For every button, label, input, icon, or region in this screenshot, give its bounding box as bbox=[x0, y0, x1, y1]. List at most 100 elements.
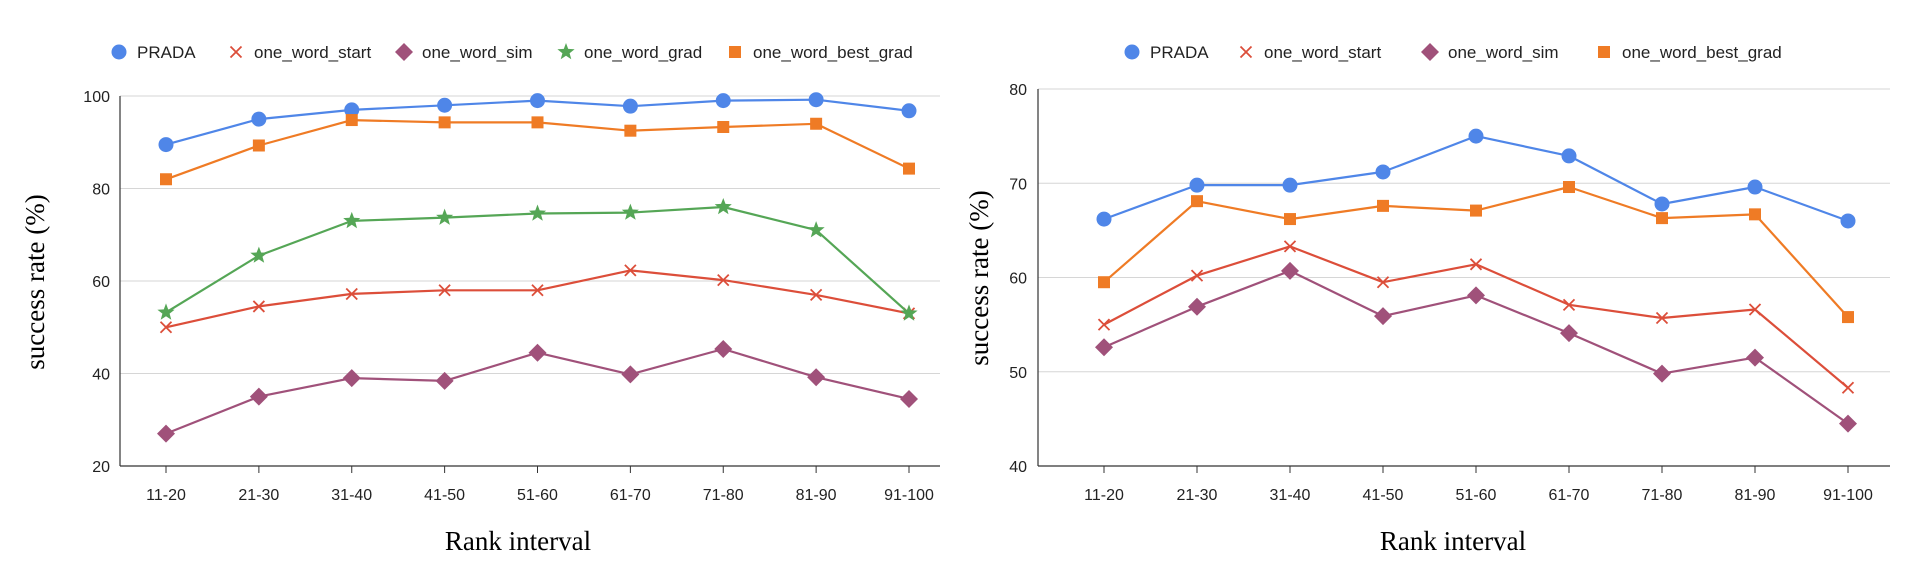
data-point bbox=[1281, 261, 1299, 280]
legend-label: one_word_grad bbox=[584, 43, 702, 62]
legend-marker bbox=[1598, 46, 1610, 58]
x-tick-label: 71-80 bbox=[703, 487, 744, 504]
data-point bbox=[1096, 211, 1112, 227]
series-line bbox=[165, 269, 910, 329]
data-point bbox=[345, 287, 358, 301]
legend-marker bbox=[729, 46, 741, 58]
legend-label: one_word_sim bbox=[422, 43, 533, 62]
legend: PRADA one_word_start one_word_sim one_word_… bbox=[1124, 43, 1782, 62]
data-point bbox=[438, 284, 451, 297]
data-point bbox=[717, 273, 730, 287]
series-one-word-sim bbox=[157, 339, 918, 443]
data-point bbox=[624, 124, 637, 137]
legend-item: one_word_sim bbox=[1421, 43, 1559, 62]
legend-label: PRADA bbox=[137, 43, 196, 62]
data-point bbox=[252, 300, 266, 313]
y-tick-label: 80 bbox=[1009, 82, 1027, 99]
x-tick-label: 21-30 bbox=[1177, 487, 1218, 504]
data-point bbox=[343, 211, 361, 229]
y-tick-label: 20 bbox=[92, 459, 110, 476]
data-point bbox=[714, 198, 732, 215]
data-point bbox=[1562, 298, 1576, 311]
y-tick-label: 60 bbox=[92, 274, 110, 291]
y-tick-label: 60 bbox=[1009, 271, 1027, 288]
legend-label: one_word_start bbox=[1264, 43, 1381, 62]
legend-marker bbox=[111, 44, 127, 60]
data-point bbox=[158, 137, 174, 153]
data-point bbox=[157, 303, 175, 320]
data-point bbox=[1098, 276, 1110, 289]
x-tick-label: 91-100 bbox=[1823, 487, 1873, 504]
data-point bbox=[622, 98, 638, 114]
legend-item: PRADA bbox=[1124, 43, 1209, 62]
data-point bbox=[1376, 276, 1390, 289]
data-point bbox=[1374, 307, 1392, 326]
data-point bbox=[530, 93, 545, 109]
data-point bbox=[1284, 213, 1296, 226]
data-point bbox=[1563, 181, 1575, 194]
legend-marker bbox=[229, 45, 243, 59]
data-point bbox=[1467, 286, 1485, 305]
data-point bbox=[1375, 164, 1391, 180]
data-point bbox=[157, 424, 175, 443]
series-line bbox=[165, 118, 910, 181]
data-point bbox=[159, 321, 173, 334]
y-tick-label: 40 bbox=[1009, 459, 1027, 476]
data-point bbox=[1188, 297, 1206, 316]
data-point bbox=[1560, 324, 1578, 343]
data-point bbox=[1747, 179, 1763, 195]
x-tick-label: 51-60 bbox=[517, 487, 558, 504]
data-point bbox=[1377, 199, 1389, 212]
x-tick-label: 41-50 bbox=[1363, 487, 1404, 504]
legend-item: one_word_grad bbox=[557, 43, 702, 62]
legend: PRADA one_word_start one_word_sim one_word_… bbox=[111, 43, 913, 62]
data-point bbox=[903, 162, 915, 175]
legend-marker bbox=[1421, 43, 1439, 61]
data-point bbox=[624, 264, 637, 277]
x-axis-title: Rank interval bbox=[1380, 526, 1526, 556]
data-point bbox=[621, 203, 639, 220]
series-line bbox=[165, 347, 910, 435]
data-point bbox=[1840, 213, 1856, 229]
data-point bbox=[1469, 258, 1483, 271]
series-PRADA bbox=[1096, 128, 1856, 229]
y-tick-label: 40 bbox=[92, 367, 110, 384]
legend-label: one_word_sim bbox=[1448, 43, 1559, 62]
data-point bbox=[1656, 212, 1668, 225]
data-point bbox=[528, 343, 547, 362]
legend-item: one_word_best_grad bbox=[729, 43, 913, 62]
x-tick-label: 31-40 bbox=[331, 487, 372, 504]
data-point bbox=[1561, 148, 1577, 164]
data-point bbox=[1283, 240, 1297, 253]
series-line bbox=[1103, 245, 1849, 389]
data-point bbox=[249, 387, 268, 406]
x-tick-label: 21-30 bbox=[238, 487, 279, 504]
y-tick-label: 100 bbox=[83, 89, 110, 106]
legend-label: one_word_start bbox=[254, 43, 371, 62]
series-one-word-grad bbox=[157, 198, 918, 321]
data-point bbox=[437, 97, 453, 113]
data-point bbox=[160, 173, 172, 186]
chart-panel-2: 40 50 60 70 80 11-20 21-30 31-40 41-50 51-60 61-70… bbox=[964, 43, 1890, 556]
data-point bbox=[1282, 177, 1298, 193]
x-tick-label: 91-100 bbox=[884, 487, 934, 504]
data-point bbox=[809, 288, 823, 302]
legend-marker bbox=[557, 43, 575, 60]
data-point bbox=[438, 116, 451, 129]
series-one-word-best-grad bbox=[160, 114, 915, 186]
data-point bbox=[900, 304, 918, 321]
x-tick-label: 81-90 bbox=[796, 487, 837, 504]
series-PRADA bbox=[158, 92, 917, 153]
data-point bbox=[250, 246, 268, 263]
x-tick-label: 61-70 bbox=[610, 487, 651, 504]
x-tick-label: 61-70 bbox=[1549, 487, 1590, 504]
series-one-word-start bbox=[159, 264, 916, 334]
y-axis-title: success rate (%) bbox=[20, 194, 50, 369]
series-one-word-start bbox=[1097, 240, 1855, 394]
legend-item: one_word_start bbox=[1239, 43, 1381, 62]
data-point bbox=[807, 368, 826, 387]
chart-panel-1: 20 40 60 80 100 11-20 21-30 31-40 41-50 51-60 61-7… bbox=[20, 43, 940, 556]
data-point bbox=[344, 102, 360, 118]
data-point bbox=[1470, 204, 1482, 217]
data-point bbox=[1097, 318, 1111, 331]
